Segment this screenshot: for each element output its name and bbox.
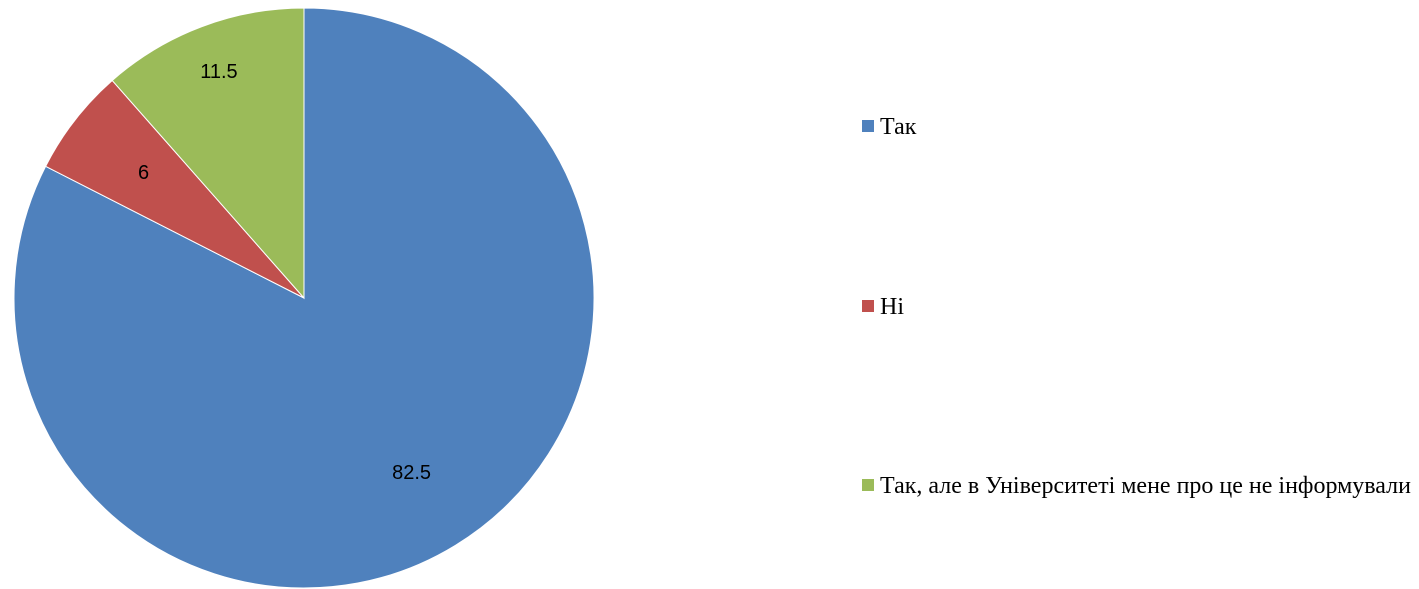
legend-swatch-yes-not-informed xyxy=(862,479,874,491)
legend-item-yes: Так xyxy=(862,112,1419,143)
legend-item-no: Ні xyxy=(862,292,1419,323)
legend: Так Ні Так, але в Університеті мене про … xyxy=(862,0,1419,589)
legend-label-yes: Так xyxy=(880,114,917,140)
data-label-no: 6 xyxy=(138,162,149,184)
legend-label-no: Ні xyxy=(880,294,904,320)
legend-label-yes-not-informed: Так, але в Університеті мене про це не і… xyxy=(880,473,1411,499)
data-label-yes-not-informed: 11.5 xyxy=(200,61,237,83)
legend-swatch-no xyxy=(862,300,874,312)
legend-item-yes-not-informed: Так, але в Університеті мене про це не і… xyxy=(862,471,1419,502)
legend-swatch-yes xyxy=(862,120,874,132)
slice-yes-not-informed xyxy=(111,7,305,300)
pie-plot-area: 82.5 6 11.5 xyxy=(13,7,595,589)
data-label-yes: 82.5 xyxy=(392,462,431,484)
